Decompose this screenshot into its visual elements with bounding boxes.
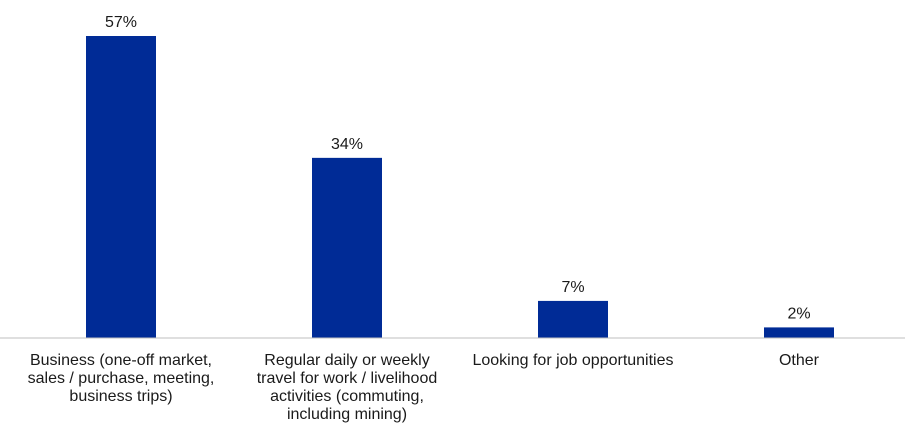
value-label-2: 7% bbox=[561, 279, 584, 296]
bar-0 bbox=[86, 36, 156, 338]
category-label-1-line-1: travel for work / livelihood bbox=[257, 370, 438, 387]
category-label-1-line-2: activities (commuting, bbox=[270, 388, 424, 405]
bar-1 bbox=[312, 157, 382, 338]
category-label-1-line-3: including mining) bbox=[287, 406, 407, 423]
category-label-1-line-0: Regular daily or weekly bbox=[264, 352, 429, 369]
category-label-0-line-1: sales / purchase, meeting, bbox=[28, 370, 215, 387]
bar-3 bbox=[764, 327, 834, 338]
value-label-1: 34% bbox=[331, 136, 363, 153]
bar-2 bbox=[538, 300, 608, 338]
category-label-0-line-0: Business (one-off market, bbox=[30, 352, 212, 369]
value-labels-group: 57% 34% 7% 2% bbox=[105, 14, 811, 322]
category-label-2-line-0: Looking for job opportunities bbox=[472, 352, 673, 369]
value-label-3: 2% bbox=[787, 305, 810, 322]
category-label-0: Business (one-off market, sales / purchas… bbox=[28, 352, 215, 405]
category-label-2: Looking for job opportunities bbox=[472, 352, 673, 369]
category-label-1: Regular daily or weekly travel for work /… bbox=[257, 352, 438, 423]
bars-group bbox=[86, 36, 834, 338]
category-label-3-line-0: Other bbox=[779, 352, 820, 369]
category-labels-group: Business (one-off market, sales / purchas… bbox=[28, 352, 820, 423]
category-label-3: Other bbox=[779, 352, 820, 369]
category-label-0-line-2: business trips) bbox=[69, 388, 172, 405]
value-label-0: 57% bbox=[105, 14, 137, 31]
